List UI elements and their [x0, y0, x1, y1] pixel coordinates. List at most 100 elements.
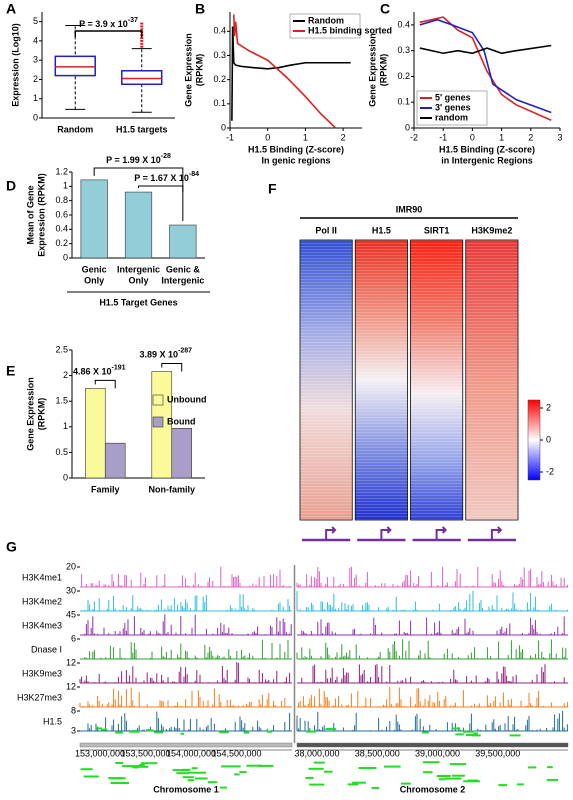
- ruler-label: 38,500,000: [355, 748, 400, 758]
- track-signal: [80, 639, 292, 660]
- x-tick-label: 1: [499, 132, 504, 142]
- x-tick-label: Genic &: [166, 264, 201, 274]
- x-tick-label: Intergenic: [161, 275, 204, 285]
- gene-model: [96, 727, 102, 730]
- x-tick-label: H1.5 targets: [116, 124, 168, 134]
- legend-box: [289, 13, 361, 39]
- panel-letter: G: [6, 539, 17, 555]
- track-label: H3K4me3: [22, 620, 62, 630]
- bar: [85, 388, 106, 479]
- track-signal: [79, 662, 292, 684]
- colorbar-label: -2: [546, 466, 554, 476]
- y-tick-label: 4: [33, 35, 38, 45]
- box: [54, 55, 96, 77]
- legend-label: Unbound: [167, 394, 207, 404]
- p-value-exponent: -37: [128, 17, 138, 24]
- panel-letter: F: [268, 181, 277, 197]
- x-tick-label: -1: [439, 132, 447, 142]
- track-signal: [80, 594, 292, 612]
- gene-model: [369, 767, 377, 769]
- gene-model: [449, 763, 467, 766]
- p-value-base: P = 3.9 x 10: [79, 19, 128, 29]
- x-tick-label: Non-family: [148, 484, 195, 494]
- gene-model: [243, 731, 250, 734]
- colorbar-label: 0: [546, 434, 551, 444]
- legend-swatch: [152, 394, 164, 406]
- gene-model: [445, 777, 462, 780]
- x-axis-label: H1.5 Binding (Z-score): [439, 144, 535, 154]
- y-tick-label: 2: [33, 74, 38, 84]
- gene-model: [371, 786, 380, 789]
- column-label: H3K9me2: [471, 225, 512, 235]
- p-value: 3.89 X 10-287: [139, 347, 192, 360]
- track-scale-label: 6: [71, 633, 76, 643]
- y-tick-label: 0: [63, 472, 68, 482]
- y-tick-label: 0.4: [55, 224, 68, 234]
- gene-model: [401, 782, 411, 785]
- gene-model: [234, 773, 240, 776]
- track-scale-label: 3: [71, 725, 76, 735]
- y-tick-label: 0.1: [397, 97, 410, 107]
- gene-model: [176, 772, 189, 775]
- x-tick-label: Genic: [82, 264, 107, 274]
- track-label: Dnase I: [31, 644, 62, 654]
- tss-arrow: [380, 526, 392, 539]
- track-signal: [80, 566, 292, 588]
- gene-model: [465, 734, 477, 736]
- x-tick-label: Intergenic: [117, 264, 160, 274]
- gene-model: [528, 766, 537, 769]
- gene-model: [110, 782, 130, 784]
- gene-model: [358, 767, 373, 769]
- gene-model: [139, 763, 145, 766]
- legend-swatch: [152, 416, 164, 428]
- p-value-exponent: -191: [112, 364, 126, 371]
- gene-model: [131, 765, 149, 768]
- gene-model: [498, 784, 507, 787]
- gene-model: [462, 730, 474, 733]
- heatmap-texture: [300, 240, 353, 520]
- x-tick-label: Random: [57, 124, 93, 134]
- gene-model: [347, 783, 359, 786]
- track-scale-label: 30: [66, 585, 76, 595]
- gene-model: [383, 765, 401, 768]
- panel-letter: E: [6, 363, 15, 379]
- track-scale-label: 12: [66, 681, 76, 691]
- y-axis-label: Mean of Gene: [25, 185, 35, 244]
- gene-model: [187, 771, 207, 774]
- gene-model: [473, 732, 478, 735]
- track-scale-label: 20: [66, 561, 76, 571]
- y-axis-label: Gene Expression: [367, 33, 377, 107]
- gene-model: [258, 764, 274, 767]
- track-signal: [297, 664, 568, 684]
- gene-model: [182, 768, 191, 771]
- track-signal: [297, 686, 568, 708]
- gene-model: [115, 731, 123, 734]
- box: [121, 70, 163, 86]
- y-tick-label: 0.2: [213, 74, 226, 84]
- y-axis-label: Gene Expression: [183, 33, 193, 107]
- gene-model: [509, 734, 521, 737]
- track-label: H3K4me2: [22, 596, 62, 606]
- bracket: [138, 185, 184, 192]
- track-label: H3K9me3: [22, 668, 62, 678]
- p-value-base: 4.86 X 10: [73, 367, 112, 377]
- gene-model: [129, 730, 140, 733]
- gene-model: [352, 781, 366, 784]
- track-scale-label: 12: [66, 657, 76, 667]
- y-tick-label: 1.5: [55, 396, 68, 406]
- y-tick-label: 0.4: [213, 26, 226, 36]
- bracket: [94, 379, 116, 389]
- y-axis-label: (RPKM): [194, 54, 204, 87]
- chromosome-label: Chromosome 2: [400, 784, 466, 794]
- tss-arrow: [435, 526, 448, 539]
- track-signal: [80, 711, 292, 732]
- gene-model: [313, 761, 325, 764]
- panel-letter: B: [195, 1, 205, 17]
- ruler-label: 38,000,000: [294, 748, 339, 758]
- heatmap-texture: [465, 240, 518, 520]
- bar: [104, 442, 126, 479]
- gene-model: [154, 731, 164, 734]
- gene-model: [305, 730, 317, 733]
- gene-model: [546, 778, 558, 781]
- legend-label: Random: [308, 15, 344, 25]
